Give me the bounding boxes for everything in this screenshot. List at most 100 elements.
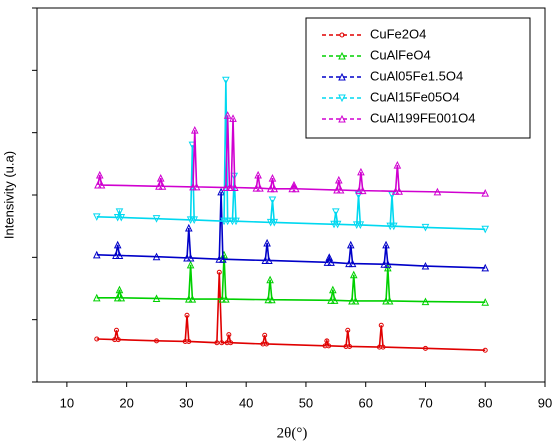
marker xyxy=(186,216,195,225)
x-tick-label: 80 xyxy=(478,395,492,410)
marker xyxy=(186,253,195,262)
x-tick-label: 20 xyxy=(119,395,133,410)
marker xyxy=(183,253,191,262)
marker xyxy=(95,170,104,179)
marker xyxy=(117,213,126,222)
marker xyxy=(232,217,240,226)
marker xyxy=(333,220,342,229)
marker xyxy=(115,251,124,259)
marker xyxy=(291,184,300,193)
legend-label: CuAl05Fe1.5O4 xyxy=(370,68,463,83)
marker xyxy=(214,340,220,346)
marker xyxy=(354,191,363,200)
marker xyxy=(421,223,430,232)
marker xyxy=(327,296,335,304)
x-tick-label: 30 xyxy=(179,395,193,410)
marker xyxy=(186,260,195,269)
y-axis-label: Intensivity (u.a) xyxy=(1,151,16,239)
marker xyxy=(222,76,230,85)
marker xyxy=(378,322,384,328)
marker xyxy=(324,338,330,344)
marker xyxy=(330,296,339,304)
marker xyxy=(186,338,192,344)
marker xyxy=(288,184,297,193)
marker xyxy=(338,51,346,60)
marker xyxy=(226,332,232,338)
x-axis-label: 2θ(°) xyxy=(277,425,308,441)
marker xyxy=(156,174,165,182)
marker xyxy=(355,186,363,195)
marker xyxy=(338,114,346,123)
marker xyxy=(189,182,197,191)
x-tick-label: 50 xyxy=(299,395,313,410)
marker xyxy=(112,251,120,259)
marker xyxy=(113,240,122,249)
x-tick-label: 70 xyxy=(418,395,432,410)
marker xyxy=(97,180,106,189)
marker xyxy=(266,184,275,193)
marker xyxy=(384,260,392,268)
marker xyxy=(261,256,270,264)
marker xyxy=(338,94,346,103)
marker xyxy=(252,184,261,192)
marker xyxy=(223,111,232,119)
marker xyxy=(228,217,237,226)
marker xyxy=(266,275,274,284)
marker xyxy=(266,218,275,227)
marker xyxy=(338,72,346,81)
marker xyxy=(388,191,396,200)
marker xyxy=(115,208,124,216)
marker xyxy=(231,183,239,192)
marker xyxy=(326,343,332,349)
marker xyxy=(339,32,345,38)
marker xyxy=(385,296,394,305)
marker xyxy=(184,312,190,318)
marker xyxy=(216,269,222,275)
marker xyxy=(219,255,227,263)
marker xyxy=(190,126,199,134)
marker xyxy=(158,182,167,190)
marker xyxy=(152,252,161,261)
marker xyxy=(336,185,345,194)
marker xyxy=(154,338,160,344)
marker xyxy=(94,180,102,189)
marker xyxy=(92,213,101,221)
marker xyxy=(229,114,237,122)
marker xyxy=(228,340,234,346)
marker xyxy=(395,187,403,195)
marker xyxy=(348,259,357,268)
marker xyxy=(222,183,230,192)
marker xyxy=(329,285,337,294)
marker xyxy=(92,250,101,259)
marker xyxy=(113,213,122,222)
marker xyxy=(270,218,279,227)
marker xyxy=(323,258,332,266)
marker xyxy=(348,296,356,305)
x-tick-label: 40 xyxy=(239,395,253,410)
marker xyxy=(358,186,367,195)
series-line xyxy=(96,272,486,352)
marker xyxy=(268,295,276,304)
marker xyxy=(262,332,268,338)
marker xyxy=(188,294,197,303)
marker xyxy=(389,222,398,231)
x-tick-label: 60 xyxy=(358,395,372,410)
marker xyxy=(217,187,225,196)
marker xyxy=(113,293,122,302)
marker xyxy=(215,255,224,263)
marker xyxy=(335,175,343,184)
x-tick-label: 10 xyxy=(60,395,74,410)
legend-label: CuAl199FE001O4 xyxy=(370,110,476,125)
marker xyxy=(380,260,389,268)
marker xyxy=(152,215,161,223)
marker xyxy=(152,294,161,302)
legend-label: CuAl15Fe05O4 xyxy=(370,89,460,104)
marker xyxy=(386,222,395,231)
marker xyxy=(92,293,101,302)
marker xyxy=(256,184,264,192)
marker xyxy=(352,221,361,230)
marker xyxy=(433,187,442,196)
marker xyxy=(422,345,428,351)
x-tick-label: 90 xyxy=(538,395,552,410)
